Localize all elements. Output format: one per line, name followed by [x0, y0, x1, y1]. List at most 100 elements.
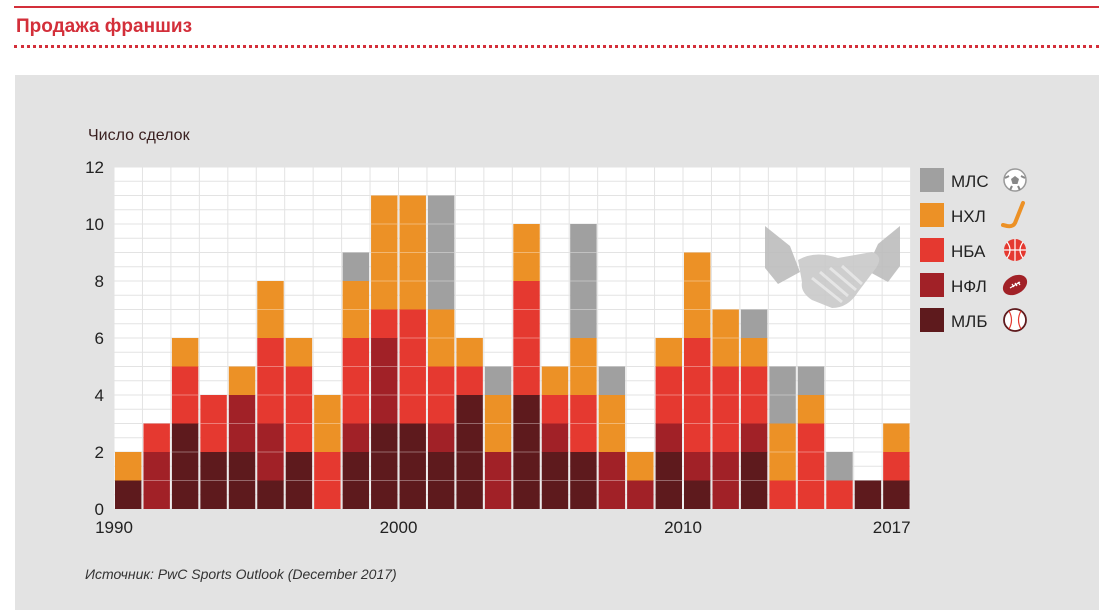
- bar-segment: [854, 480, 882, 509]
- bar-segment: [427, 423, 455, 452]
- y-tick-label: 0: [95, 500, 104, 519]
- legend-item: НБА: [920, 238, 1026, 262]
- football-icon: [1002, 274, 1028, 296]
- bar-segment: [655, 338, 682, 367]
- bar-segment: [257, 338, 284, 424]
- bar-segment: [712, 452, 739, 509]
- bar-segment: [740, 338, 768, 367]
- legend-label: МЛС: [951, 172, 989, 191]
- bar-segment: [769, 366, 796, 424]
- bar-segment: [342, 252, 370, 281]
- bar-segment: [228, 395, 256, 452]
- y-tick-label: 12: [85, 158, 104, 177]
- bar-segment: [371, 338, 398, 424]
- baseball-icon: [1003, 308, 1027, 332]
- bar-segment: [342, 423, 370, 452]
- handshake-icon: [765, 226, 900, 308]
- y-tick-label: 4: [95, 386, 104, 405]
- x-tick-label: 1990: [95, 518, 133, 537]
- bar-segment: [456, 366, 483, 395]
- bar-segment: [456, 395, 483, 509]
- bar-segment: [257, 281, 284, 338]
- bar-segment: [228, 452, 256, 509]
- legend-swatch: [920, 168, 944, 192]
- bar-segment: [427, 309, 455, 367]
- bar-segment: [570, 224, 597, 338]
- bar-segment: [883, 480, 910, 509]
- bar-segment: [541, 452, 569, 509]
- bar-segment: [314, 395, 341, 452]
- bar-segment: [684, 252, 711, 338]
- top-rule: [14, 6, 1099, 8]
- legend-label: НБА: [951, 242, 986, 261]
- basketball-icon: [1004, 239, 1026, 261]
- bar-segment: [570, 395, 597, 452]
- bar-segment: [399, 423, 426, 509]
- bar-segment: [456, 338, 483, 367]
- bar-segment: [740, 423, 768, 452]
- source-note: Источник: PwC Sports Outlook (December 2…: [85, 566, 397, 582]
- bar-segment: [342, 452, 370, 509]
- bar-segment: [200, 395, 227, 452]
- bar-segment: [826, 480, 853, 509]
- bar-segment: [257, 423, 284, 481]
- bar-segment: [883, 452, 910, 481]
- bar-segment: [570, 452, 597, 509]
- legend-label: НФЛ: [951, 277, 987, 296]
- legend: МЛС НХЛ НБА НФЛ МЛБ: [920, 168, 1028, 332]
- legend-label: МЛБ: [951, 312, 987, 331]
- bar-segment: [655, 423, 682, 452]
- bar-segment: [371, 195, 398, 310]
- bar-segment: [143, 423, 170, 452]
- legend-swatch: [920, 308, 944, 332]
- bar-segment: [143, 452, 170, 509]
- bar-segment: [740, 309, 768, 338]
- bar-segment: [712, 366, 739, 452]
- bar-segment: [342, 281, 370, 338]
- y-tick-label: 10: [85, 215, 104, 234]
- bar-segment: [115, 452, 142, 481]
- bar-segment: [371, 309, 398, 338]
- bar-segment: [769, 423, 796, 481]
- bar-segment: [797, 366, 825, 395]
- bar-segment: [513, 281, 540, 395]
- dotted-divider: [14, 45, 1099, 48]
- bar-segment: [399, 309, 426, 424]
- bar-segment: [797, 395, 825, 424]
- bar-segment: [598, 395, 626, 452]
- bar-segment: [513, 224, 540, 281]
- legend-item: МЛБ: [920, 308, 1027, 332]
- bar-segment: [655, 452, 682, 509]
- legend-item: НХЛ: [920, 201, 1025, 229]
- bars: [115, 195, 910, 509]
- bar-segment: [684, 338, 711, 452]
- legend-swatch: [920, 273, 944, 297]
- bar-segment: [427, 366, 455, 424]
- bar-segment: [598, 452, 626, 509]
- legend-label: НХЛ: [951, 207, 986, 226]
- y-axis-title: Число сделок: [88, 127, 190, 144]
- bar-segment: [797, 423, 825, 509]
- bar-segment: [684, 480, 711, 509]
- bar-segment: [285, 366, 313, 452]
- bar-segment: [171, 366, 199, 424]
- bar-segment: [171, 423, 199, 509]
- bar-segment: [228, 366, 256, 395]
- bar-segment: [883, 423, 910, 452]
- bar-segment: [484, 452, 512, 509]
- legend-swatch: [920, 203, 944, 227]
- bar-segment: [427, 195, 455, 310]
- bar-segment: [627, 480, 654, 509]
- bar-segment: [627, 452, 654, 481]
- x-tick-label: 2017: [873, 518, 911, 537]
- bar-segment: [712, 309, 739, 367]
- bar-segment: [399, 195, 426, 310]
- x-tick-labels: 1990 2000 2010 2017: [95, 518, 911, 537]
- bar-segment: [541, 366, 569, 395]
- bar-segment: [200, 452, 227, 509]
- page-title: Продажа франшиз: [16, 16, 193, 37]
- bar-segment: [285, 452, 313, 509]
- soccer-ball-icon: [1003, 168, 1027, 192]
- y-tick-label: 6: [95, 329, 104, 348]
